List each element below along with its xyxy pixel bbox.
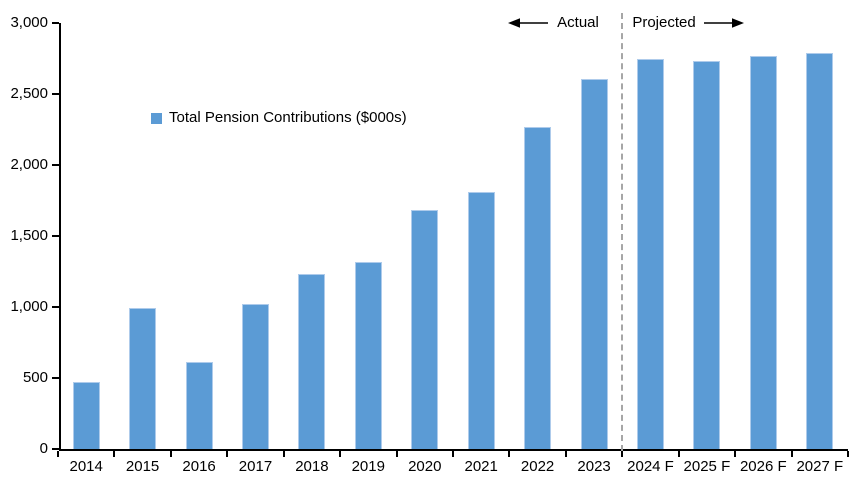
y-axis-tick (52, 306, 59, 308)
y-axis-tick (52, 22, 59, 24)
x-axis-tick (339, 451, 342, 457)
x-axis-label: 2025 F (683, 458, 731, 475)
y-axis-label: 500 (22, 369, 48, 386)
x-axis-tick (621, 451, 624, 457)
x-axis-tick (508, 451, 511, 457)
x-axis-label: 2026 F (739, 458, 787, 475)
x-axis-tick (790, 451, 793, 457)
bar-2021 (467, 192, 495, 449)
legend-marker-icon (151, 112, 162, 124)
bar-2024-f (637, 59, 664, 449)
y-axis-tick (52, 448, 59, 450)
y-axis-line (59, 23, 61, 451)
x-axis-label: 2022 (520, 458, 555, 475)
y-axis-label: 0 (39, 440, 48, 457)
y-axis-tick (52, 235, 59, 237)
x-axis-tick (734, 451, 737, 457)
bar-2019 (354, 262, 382, 449)
x-axis-label: 2019 (351, 458, 385, 475)
x-axis-tick (564, 451, 567, 457)
x-axis-line (59, 449, 848, 451)
x-axis-tick (847, 451, 849, 457)
x-axis-tick (113, 451, 116, 457)
bar-2023 (580, 79, 608, 449)
x-axis-label: 2024 F (627, 458, 674, 475)
x-axis-label: 2023 (577, 458, 611, 475)
x-axis-label: 2018 (295, 458, 329, 475)
bar-2022 (524, 126, 552, 449)
y-axis-label: 1,500 (10, 227, 48, 244)
y-axis-tick (52, 164, 59, 166)
actual-left-arrow-icon (508, 18, 548, 28)
bar-2014 (72, 382, 100, 449)
y-axis-label: 3,000 (10, 14, 48, 31)
actual-projected-divider (621, 13, 624, 451)
legend: Total Pension Contributions ($000s) (151, 109, 407, 127)
bar-2016 (185, 362, 213, 449)
bar-2018 (298, 273, 326, 449)
x-axis-tick (57, 451, 59, 457)
x-axis-label: 2017 (238, 458, 273, 475)
x-axis-label: 2027 F (796, 458, 844, 475)
x-axis-tick (677, 451, 680, 457)
y-axis-tick (52, 93, 59, 95)
bar-2017 (242, 304, 269, 449)
y-axis-tick (52, 377, 59, 379)
bar-2025-f (693, 60, 721, 449)
actual-label: Actual (557, 14, 599, 31)
x-axis-label: 2016 (182, 458, 216, 475)
y-axis-label: 2,500 (10, 85, 48, 102)
x-axis-tick (452, 451, 454, 457)
x-axis-label: 2015 (125, 458, 160, 475)
x-axis-tick (395, 451, 398, 457)
x-axis-label: 2020 (408, 458, 442, 475)
projected-label: Projected (632, 14, 696, 31)
bar-2027-f (806, 52, 834, 449)
y-axis-label: 2,000 (10, 156, 48, 173)
x-axis-tick (226, 451, 229, 457)
legend-label: Total Pension Contributions ($000s) (169, 109, 407, 126)
bar-2026-f (749, 55, 777, 449)
bar-2020 (411, 210, 439, 449)
x-axis-label: 2014 (69, 458, 103, 475)
bar-2015 (129, 308, 157, 449)
x-axis-tick (282, 451, 285, 457)
x-axis-tick (169, 451, 172, 457)
y-axis-label: 1,000 (10, 298, 48, 315)
x-axis-label: 2021 (464, 458, 498, 475)
projected-right-arrow-icon (704, 18, 744, 28)
